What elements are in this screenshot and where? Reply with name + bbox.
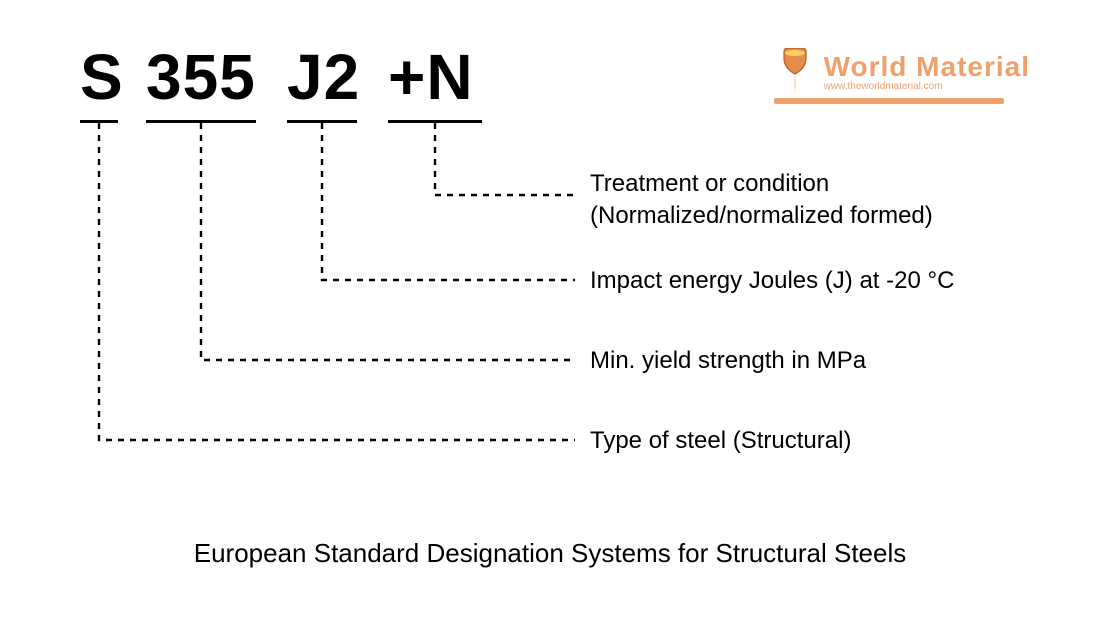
annotation-0: Treatment or condition(Normalized/normal… (590, 168, 933, 233)
connector-line (435, 123, 575, 195)
designation-part-0: S (80, 40, 124, 114)
annotation-2: Min. yield strength in MPa (590, 345, 866, 377)
crucible-icon (774, 48, 816, 94)
connector-line (322, 123, 575, 280)
designation-underline-0 (80, 120, 118, 123)
connector-line (201, 123, 575, 360)
designation-part-2: J2 (287, 40, 360, 114)
annotation-3: Type of steel (Structural) (590, 425, 851, 457)
designation-underline-3 (388, 120, 482, 123)
logo-bar (774, 98, 1004, 104)
designation-underline-2 (287, 120, 357, 123)
diagram-canvas: World Material www.theworldmaterial.com … (0, 0, 1100, 619)
connector-line (99, 123, 575, 440)
logo: World Material www.theworldmaterial.com (774, 48, 1030, 104)
annotation-1: Impact energy Joules (J) at -20 °C (590, 265, 954, 297)
caption: European Standard Designation Systems fo… (0, 538, 1100, 569)
designation-underline-1 (146, 120, 256, 123)
designation-part-1: 355 (146, 40, 256, 114)
designation-part-3: +N (388, 40, 474, 114)
logo-text: World Material (824, 51, 1030, 82)
logo-sub: www.theworldmaterial.com (824, 81, 1030, 92)
